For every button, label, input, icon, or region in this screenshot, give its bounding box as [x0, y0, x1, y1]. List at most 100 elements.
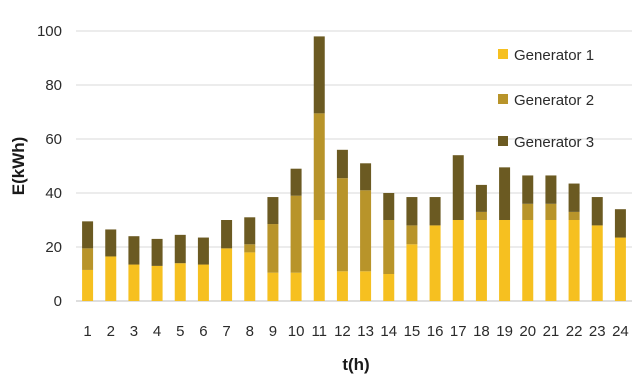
x-tick-13: 13	[357, 323, 374, 340]
bar-h6-gen1	[197, 264, 209, 301]
x-tick-20: 20	[519, 323, 536, 340]
bar-h20-gen1	[522, 220, 534, 301]
bar-h18-gen2	[475, 211, 487, 220]
legend-label-generator-1: Generator 1	[514, 47, 594, 64]
y-tick-20: 20	[45, 239, 62, 256]
bar-h2-gen1	[105, 256, 117, 301]
legend-label-generator-2: Generator 2	[514, 92, 594, 109]
bar-h23-gen3	[591, 197, 603, 226]
bar-h12-gen3	[336, 149, 348, 179]
y-tick-60: 60	[45, 131, 62, 148]
bar-h6-gen3	[197, 237, 209, 265]
bar-h13-gen1	[360, 271, 372, 301]
bar-h5-gen3	[174, 234, 186, 264]
bar-h7-gen1	[221, 248, 233, 301]
bar-h16-gen3	[429, 197, 441, 226]
bar-h4-gen3	[151, 238, 163, 266]
x-tick-6: 6	[199, 323, 207, 340]
bar-h5-gen1	[174, 263, 186, 301]
bar-h8-gen3	[244, 217, 256, 245]
bar-h21-gen2	[545, 203, 557, 220]
bar-h18-gen3	[475, 184, 487, 212]
x-tick-labels: 1 2 3 4 5 6 7 8 9 10 11 12 13 14 15 16 17 18 19 20 21 22 23 24	[83, 323, 628, 340]
y-tick-labels: 0 20 40 60 80 100	[37, 23, 62, 310]
bar-h3-gen3	[128, 236, 140, 265]
bar-h11-gen3	[313, 36, 325, 114]
bar-h15-gen2	[406, 225, 418, 245]
bar-h22-gen1	[568, 220, 580, 301]
bar-h17-gen1	[452, 220, 464, 301]
bar-h21-gen3	[545, 175, 557, 204]
bar-h8-gen1	[244, 252, 256, 301]
x-tick-5: 5	[176, 323, 184, 340]
bar-h2-gen3	[105, 229, 117, 257]
bar-h1-gen2	[82, 248, 94, 270]
x-tick-2: 2	[107, 323, 115, 340]
bar-h12-gen2	[336, 178, 348, 272]
bar-h20-gen2	[522, 203, 534, 220]
bar-h9-gen3	[267, 197, 279, 225]
bar-h22-gen2	[568, 211, 580, 220]
legend-swatch-generator-2	[498, 94, 508, 104]
bar-h4-gen1	[151, 265, 163, 301]
x-tick-23: 23	[589, 323, 606, 340]
x-tick-24: 24	[612, 323, 629, 340]
x-tick-3: 3	[130, 323, 138, 340]
bars	[82, 36, 626, 301]
bar-h21-gen1	[545, 220, 557, 301]
bar-h1-gen1	[82, 269, 94, 301]
bar-h13-gen3	[360, 163, 372, 191]
bar-h22-gen3	[568, 183, 580, 212]
x-tick-10: 10	[288, 323, 305, 340]
y-tick-40: 40	[45, 185, 62, 202]
x-tick-4: 4	[153, 323, 161, 340]
bar-h12-gen1	[336, 271, 348, 301]
bar-h10-gen3	[290, 168, 302, 196]
x-tick-17: 17	[450, 323, 467, 340]
bar-h14-gen3	[383, 193, 395, 220]
bar-h8-gen2	[244, 244, 256, 253]
x-tick-21: 21	[543, 323, 560, 340]
x-tick-11: 11	[311, 323, 327, 340]
x-tick-18: 18	[473, 323, 490, 340]
bar-h17-gen3	[452, 155, 464, 220]
legend-label-generator-3: Generator 3	[514, 134, 594, 151]
y-tick-0: 0	[54, 293, 62, 310]
x-tick-15: 15	[404, 323, 421, 340]
bar-h9-gen1	[267, 272, 279, 301]
bar-h18-gen1	[475, 220, 487, 301]
bar-h11-gen1	[313, 220, 325, 301]
x-tick-16: 16	[427, 323, 444, 340]
x-axis-title: t(h)	[342, 355, 369, 374]
bar-h11-gen2	[313, 113, 325, 220]
y-axis-title: E(kWh)	[9, 137, 28, 196]
x-tick-9: 9	[269, 323, 277, 340]
bar-h23-gen1	[591, 225, 603, 301]
bar-h3-gen1	[128, 264, 140, 301]
x-tick-22: 22	[566, 323, 583, 340]
x-tick-8: 8	[246, 323, 254, 340]
bar-h19-gen3	[499, 167, 511, 220]
bar-h14-gen1	[383, 274, 395, 301]
bar-h16-gen1	[429, 225, 441, 301]
bar-h19-gen1	[499, 220, 511, 301]
x-tick-7: 7	[222, 323, 230, 340]
bar-h24-gen1	[614, 237, 626, 301]
x-tick-14: 14	[380, 323, 397, 340]
legend-swatch-generator-3	[498, 136, 508, 146]
x-tick-12: 12	[334, 323, 351, 340]
bar-h9-gen2	[267, 224, 279, 273]
bar-h15-gen1	[406, 244, 418, 301]
x-tick-1: 1	[83, 323, 91, 340]
legend: Generator 1 Generator 2 Generator 3	[498, 47, 594, 151]
gridlines	[76, 30, 632, 302]
bar-h24-gen3	[614, 209, 626, 238]
bar-h10-gen2	[290, 195, 302, 273]
y-tick-100: 100	[37, 23, 62, 40]
bar-h14-gen2	[383, 220, 395, 274]
y-tick-80: 80	[45, 77, 62, 94]
bar-h13-gen2	[360, 190, 372, 272]
bar-h15-gen3	[406, 197, 418, 226]
bar-h1-gen3	[82, 221, 94, 249]
